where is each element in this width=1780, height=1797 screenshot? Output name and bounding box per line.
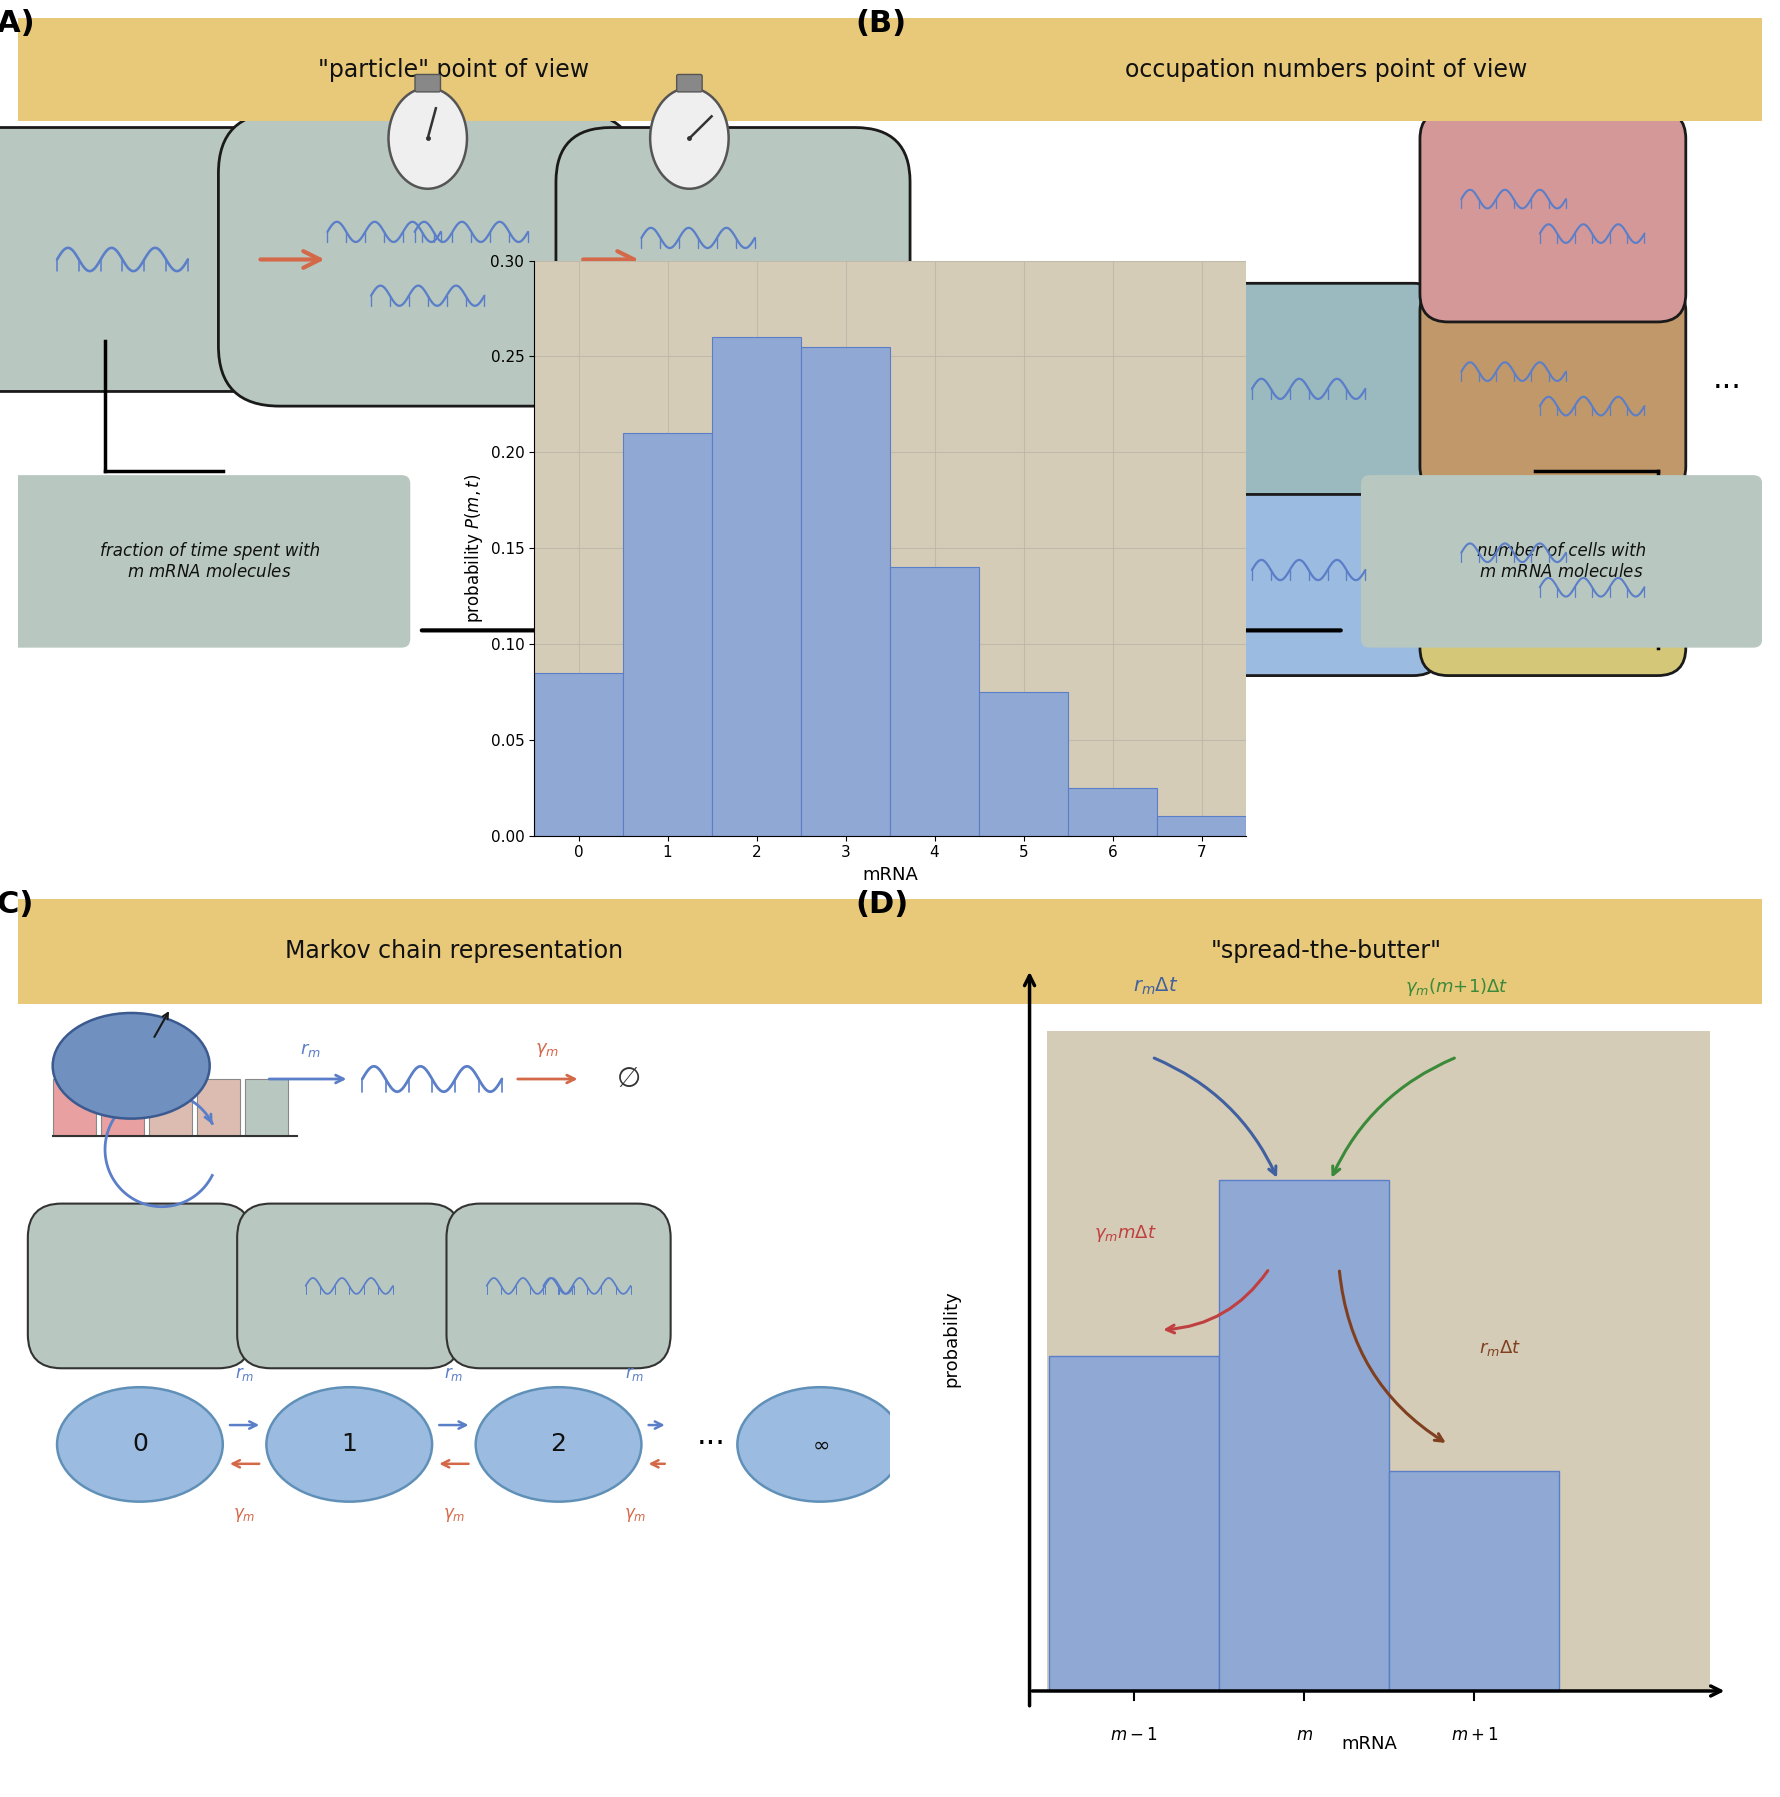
Ellipse shape [267, 1387, 433, 1502]
Text: Markov chain representation: Markov chain representation [285, 940, 623, 963]
Bar [801, 347, 890, 836]
Bar [712, 338, 801, 836]
Text: $r_m$: $r_m$ [445, 1366, 463, 1384]
FancyBboxPatch shape [196, 1078, 240, 1136]
FancyBboxPatch shape [219, 113, 637, 406]
FancyBboxPatch shape [1177, 284, 1442, 494]
FancyBboxPatch shape [1219, 1181, 1390, 1691]
Text: (C): (C) [0, 890, 34, 918]
FancyBboxPatch shape [890, 898, 1762, 1005]
FancyBboxPatch shape [915, 464, 1180, 676]
Text: mRNA: mRNA [1342, 1734, 1397, 1752]
Text: number of cells with
$m$ mRNA molecules: number of cells with $m$ mRNA molecules [1477, 543, 1646, 580]
Text: "spread-the-butter": "spread-the-butter" [1210, 940, 1442, 963]
Text: $m-1$: $m-1$ [1111, 1725, 1159, 1745]
Text: ···: ··· [1712, 374, 1743, 403]
Text: 1: 1 [342, 1432, 358, 1456]
FancyBboxPatch shape [555, 128, 910, 392]
Text: occupation numbers point of view: occupation numbers point of view [1125, 58, 1527, 81]
FancyBboxPatch shape [1420, 284, 1686, 494]
FancyBboxPatch shape [1177, 464, 1442, 676]
Text: 0: 0 [132, 1432, 148, 1456]
Text: "particle" point of view: "particle" point of view [319, 58, 589, 81]
FancyBboxPatch shape [447, 1204, 671, 1368]
Text: $\gamma_m$: $\gamma_m$ [536, 1040, 559, 1058]
FancyBboxPatch shape [1420, 464, 1686, 676]
FancyBboxPatch shape [415, 74, 440, 92]
FancyBboxPatch shape [1420, 111, 1686, 322]
Text: $r_m\Delta t$: $r_m\Delta t$ [1479, 1337, 1522, 1357]
FancyBboxPatch shape [101, 1078, 144, 1136]
FancyBboxPatch shape [53, 1078, 96, 1136]
Ellipse shape [57, 1387, 222, 1502]
Bar [890, 568, 979, 836]
Text: $m$: $m$ [1296, 1725, 1314, 1745]
Text: $\gamma_m$: $\gamma_m$ [623, 1506, 646, 1524]
FancyBboxPatch shape [1362, 474, 1762, 647]
FancyBboxPatch shape [244, 1078, 288, 1136]
Y-axis label: probability $P(m, t)$: probability $P(m, t)$ [463, 473, 484, 624]
Bar [623, 433, 712, 836]
Bar [534, 672, 623, 836]
FancyBboxPatch shape [1048, 1357, 1219, 1691]
FancyBboxPatch shape [676, 74, 701, 92]
FancyBboxPatch shape [0, 128, 299, 392]
Bar [979, 692, 1068, 836]
FancyBboxPatch shape [18, 18, 890, 122]
Text: $\gamma_m(m{+}1)\Delta t$: $\gamma_m(m{+}1)\Delta t$ [1404, 976, 1509, 997]
Bar [1157, 816, 1246, 836]
FancyBboxPatch shape [1047, 1031, 1711, 1691]
Text: ···: ··· [696, 1430, 726, 1459]
Text: $\infty$: $\infty$ [812, 1434, 829, 1454]
Text: $r_m\Delta t$: $r_m\Delta t$ [1134, 976, 1178, 997]
Text: (B): (B) [854, 9, 906, 38]
Ellipse shape [53, 1014, 210, 1118]
FancyBboxPatch shape [18, 898, 890, 1005]
Text: $r_m$: $r_m$ [625, 1366, 644, 1384]
Text: $\gamma_m m\Delta t$: $\gamma_m m\Delta t$ [1095, 1222, 1157, 1244]
Text: $r_m$: $r_m$ [235, 1366, 255, 1384]
Ellipse shape [388, 88, 466, 189]
Text: $\gamma_m$: $\gamma_m$ [443, 1506, 465, 1524]
Ellipse shape [737, 1387, 902, 1502]
Text: $m+1$: $m+1$ [1451, 1725, 1499, 1745]
Ellipse shape [650, 88, 728, 189]
FancyBboxPatch shape [150, 1078, 192, 1136]
FancyBboxPatch shape [890, 18, 1762, 122]
Text: probability: probability [942, 1290, 959, 1387]
Text: (A): (A) [0, 9, 34, 38]
FancyBboxPatch shape [9, 474, 411, 647]
Text: 2: 2 [550, 1432, 566, 1456]
Text: fraction of time spent with
$m$ mRNA molecules: fraction of time spent with $m$ mRNA mol… [100, 543, 320, 580]
X-axis label: mRNA: mRNA [862, 866, 918, 884]
FancyBboxPatch shape [1390, 1470, 1559, 1691]
Bar [1068, 787, 1157, 836]
Text: $r_m$: $r_m$ [299, 1040, 320, 1058]
Text: $\varnothing$: $\varnothing$ [616, 1066, 641, 1093]
Text: (D): (D) [854, 890, 908, 918]
FancyBboxPatch shape [237, 1204, 461, 1368]
Ellipse shape [475, 1387, 641, 1502]
Text: $\gamma_m$: $\gamma_m$ [233, 1506, 256, 1524]
FancyBboxPatch shape [28, 1204, 253, 1368]
